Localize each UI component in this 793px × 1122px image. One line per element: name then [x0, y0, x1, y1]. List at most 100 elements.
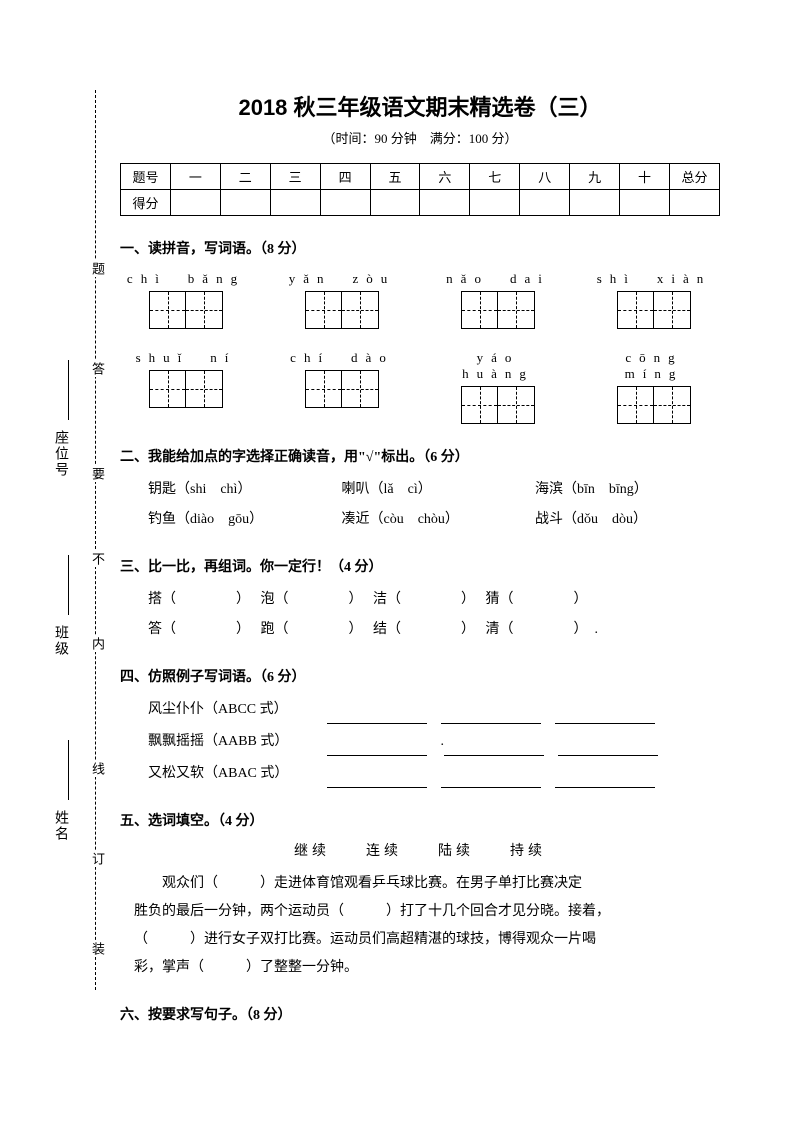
q4-title: 四、仿照例子写词语。（6 分） [120, 666, 720, 686]
main-content: 2018 秋三年级语文期末精选卷（三） （时间：90 分钟 满分：100 分） … [120, 90, 720, 1024]
q2-item[interactable]: 战斗（dǒu dòu） [535, 506, 647, 534]
q3-line1: 搭（） 泡（） 洁（） 猜（） [120, 586, 720, 614]
binding-marker-ding: 订 [88, 850, 107, 867]
q4-example: 又松又软（ABAC 式） [148, 760, 323, 788]
q2-item[interactable]: 喇叭（lǎ cì） [342, 476, 532, 504]
tian-box[interactable] [461, 291, 535, 329]
score-cell[interactable] [220, 190, 270, 216]
field-class-line[interactable] [68, 555, 69, 615]
score-cell[interactable] [620, 190, 670, 216]
blank-line[interactable] [441, 710, 541, 724]
q2-item[interactable]: 凑近（còu chòu） [342, 506, 532, 534]
score-cell[interactable] [420, 190, 470, 216]
blank-line[interactable] [327, 710, 427, 724]
pinyin-text: nǎo dai [438, 268, 558, 287]
blank-line[interactable] [444, 742, 544, 756]
score-cell[interactable] [470, 190, 520, 216]
q2-item[interactable]: 钓鱼（diào gōu） [148, 506, 338, 534]
blank-line[interactable] [327, 742, 427, 756]
tian-box[interactable] [149, 291, 223, 329]
score-cell[interactable] [170, 190, 220, 216]
th-1: 一 [170, 164, 220, 190]
q5-choices: 继续 连续 陆续 持续 [120, 840, 720, 860]
q3-item: 答（ [148, 616, 176, 644]
th-6: 六 [420, 164, 470, 190]
exam-subtitle: （时间：90 分钟 满分：100 分） [120, 128, 720, 147]
score-value-row: 得分 [121, 190, 720, 216]
pinyin-item: yǎn zòu [282, 268, 402, 329]
score-header-row: 题号 一 二 三 四 五 六 七 八 九 十 总分 [121, 164, 720, 190]
pinyin-item: chí dào [282, 347, 402, 424]
q1-row1: chì bǎng yǎn zòu nǎo dai shì xiàn [120, 268, 720, 329]
score-table: 题号 一 二 三 四 五 六 七 八 九 十 总分 得分 [120, 163, 720, 216]
blank-line[interactable] [441, 774, 541, 788]
q3-line2: 答（） 跑（） 结（） 清（） . [120, 616, 720, 644]
blank-line[interactable] [327, 774, 427, 788]
pinyin-text: shì xiàn [594, 268, 714, 287]
score-cell[interactable] [669, 190, 719, 216]
q1-title: 一、读拼音，写词语。（8 分） [120, 238, 720, 258]
field-name-label: 姓名 [50, 810, 70, 842]
tian-box[interactable] [461, 386, 535, 424]
binding-marker-nei: 内 [88, 635, 107, 652]
tian-box[interactable] [617, 291, 691, 329]
q2-item[interactable]: 钥匙（shi chì） [148, 476, 338, 504]
field-seat-label: 座位号 [50, 430, 70, 478]
q1-row2: shuǐ ní chí dào yáo huàng cōng míng [120, 347, 720, 424]
pinyin-text: yáo huàng [438, 347, 558, 382]
blank-line[interactable] [558, 742, 658, 756]
th-9: 九 [570, 164, 620, 190]
q5-para2: 胜负的最后一分钟，两个运动员（ ）打了十几个回合才见分晓。接着， [120, 898, 720, 926]
tian-box[interactable] [305, 291, 379, 329]
q2-item[interactable]: 海滨（bīn bīng） [535, 476, 648, 504]
q4-line2: 飘飘摇摇（AABB 式） . [120, 728, 720, 756]
score-cell[interactable] [370, 190, 420, 216]
score-cell[interactable] [270, 190, 320, 216]
tian-box[interactable] [305, 370, 379, 408]
q3-item: 泡（ [261, 586, 289, 614]
field-class-label: 班级 [50, 625, 70, 657]
th-5: 五 [370, 164, 420, 190]
q2-title: 二、我能给加点的字选择正确读音，用"√"标出。（6 分） [120, 446, 720, 466]
binding-marker-bu: 不 [88, 550, 107, 567]
q2-line2: 钓鱼（diào gōu） 凑近（còu chòu） 战斗（dǒu dòu） [120, 506, 720, 534]
th-3: 三 [270, 164, 320, 190]
score-cell[interactable] [520, 190, 570, 216]
th-total: 总分 [669, 164, 719, 190]
q3-title: 三、比一比，再组词。你一定行！（4 分） [120, 556, 720, 576]
q3-item: 洁（ [373, 586, 401, 614]
field-seat-line[interactable] [68, 360, 69, 420]
blank-line[interactable] [555, 774, 655, 788]
q5-title: 五、选词填空。（4 分） [120, 810, 720, 830]
binding-margin: 装 订 线 内 不 要 答 题 姓名 班级 座位号 [40, 90, 100, 990]
q3-item: 结（ [373, 616, 401, 644]
q4-line1: 风尘仆仆（ABCC 式） [120, 696, 720, 724]
td-label: 得分 [121, 190, 171, 216]
pinyin-text: shuǐ ní [126, 347, 246, 366]
binding-marker-ti: 题 [88, 260, 107, 277]
field-name-line[interactable] [68, 740, 69, 800]
blank-line[interactable] [555, 710, 655, 724]
th-num: 题号 [121, 164, 171, 190]
binding-marker-yao: 要 [88, 465, 107, 482]
q5-para3: （ ）进行女子双打比赛。运动员们高超精湛的球技，博得观众一片喝 [120, 926, 720, 954]
th-10: 十 [620, 164, 670, 190]
binding-marker-zhuang: 装 [88, 940, 107, 957]
q5-para1: 观众们（ ）走进体育馆观看乒乓球比赛。在男子单打比赛决定 [120, 870, 720, 898]
score-cell[interactable] [570, 190, 620, 216]
score-cell[interactable] [320, 190, 370, 216]
pinyin-text: chì bǎng [126, 268, 246, 287]
th-2: 二 [220, 164, 270, 190]
tian-box[interactable] [149, 370, 223, 408]
pinyin-item: chì bǎng [126, 268, 246, 329]
tian-box[interactable] [617, 386, 691, 424]
binding-marker-da: 答 [88, 360, 107, 377]
pinyin-text: chí dào [282, 347, 402, 366]
q2-line1: 钥匙（shi chì） 喇叭（lǎ cì） 海滨（bīn bīng） [120, 476, 720, 504]
q3-item: 搭（ [148, 586, 176, 614]
q4-line3: 又松又软（ABAC 式） [120, 760, 720, 788]
q5-para4: 彩，掌声（ ）了整整一分钟。 [120, 954, 720, 982]
q3-item: 猜（ [486, 586, 514, 614]
th-4: 四 [320, 164, 370, 190]
q4-example: 风尘仆仆（ABCC 式） [148, 696, 323, 724]
